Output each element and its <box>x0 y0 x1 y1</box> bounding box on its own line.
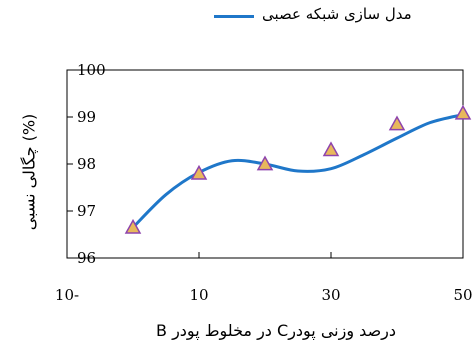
x-tick-label: 50 <box>453 286 472 304</box>
y-tick-label: 98 <box>77 155 96 173</box>
x-axis-label: درصد وزنی پودرC در مخلوط پودر B <box>156 321 397 340</box>
x-tick-label: 10 <box>189 286 208 304</box>
y-tick-label: 100 <box>77 61 106 79</box>
y-tick-label: 97 <box>77 202 96 220</box>
legend-line-swatch <box>214 15 254 18</box>
data-point-marker <box>256 155 274 171</box>
data-point-marker <box>388 115 406 131</box>
x-tick-label: 10- <box>55 286 79 304</box>
y-tick-label: 96 <box>77 249 96 267</box>
y-tick-label: 99 <box>77 108 96 126</box>
legend-label: مدل سازی شبکه عصبی <box>262 5 412 23</box>
x-tick-label: 30 <box>321 286 340 304</box>
data-point-marker <box>454 104 472 120</box>
y-axis-label: چگالی نسبی (%) <box>19 113 39 231</box>
data-point-marker <box>190 164 208 180</box>
series-line <box>131 113 465 229</box>
data-point-marker <box>124 218 142 234</box>
data-point-marker <box>322 141 340 157</box>
